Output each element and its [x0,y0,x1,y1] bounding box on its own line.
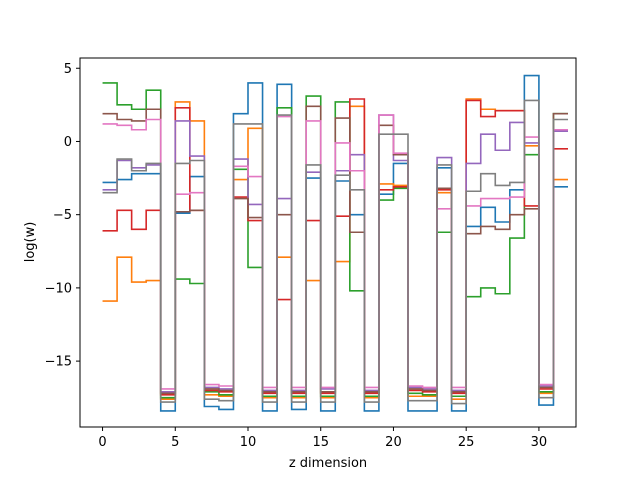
series-line-7 [102,99,568,405]
series-layer [102,74,568,412]
y-axis-label: log(w) [23,222,38,263]
x-tick-label: 5 [171,435,179,450]
x-tick-label: 30 [531,435,548,450]
x-tick-label: 25 [458,435,475,450]
x-tick-label: 10 [240,435,257,450]
y-tick-label: −15 [45,355,72,370]
x-tick-label: 20 [385,435,402,450]
axes-frame [79,57,577,428]
y-ticks: 5 0 −5 −10 −15 [45,62,80,370]
x-tick-label: 0 [98,435,106,450]
x-ticks: 0 5 10 15 20 25 30 [98,427,547,450]
y-tick-label: 5 [64,62,72,77]
x-tick-label: 15 [312,435,329,450]
x-axis-label: z dimension [289,456,367,471]
y-tick-label: −10 [45,281,72,296]
y-tick-label: 0 [64,135,72,150]
y-tick-label: −5 [53,208,72,223]
